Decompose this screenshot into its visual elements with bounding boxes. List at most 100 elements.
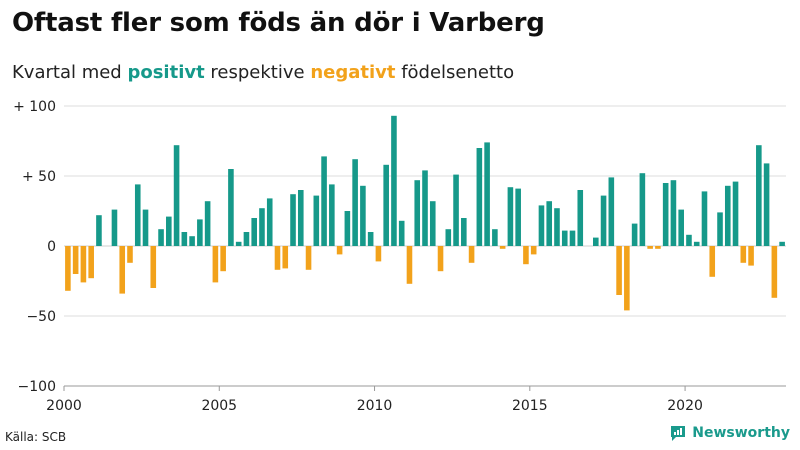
bar xyxy=(499,246,506,249)
y-tick-label: −50 xyxy=(26,309,56,325)
bar xyxy=(212,246,219,283)
bar xyxy=(437,246,444,272)
newsworthy-logo-icon xyxy=(671,426,686,441)
bar xyxy=(181,232,188,246)
bar xyxy=(724,185,731,246)
bar xyxy=(290,194,296,246)
bar xyxy=(414,180,421,246)
y-tick-label: 0 xyxy=(47,239,56,255)
bar xyxy=(468,246,475,263)
bar xyxy=(235,241,242,246)
bar xyxy=(266,198,273,246)
bar xyxy=(678,209,684,246)
bar xyxy=(639,173,646,246)
y-tick-label: + 50 xyxy=(22,169,56,185)
bar xyxy=(538,205,545,246)
bar xyxy=(398,220,405,246)
bar xyxy=(561,230,568,246)
bar xyxy=(530,246,537,255)
bar xyxy=(406,246,413,284)
bar xyxy=(243,232,250,246)
bar xyxy=(662,183,669,246)
bar xyxy=(740,246,747,263)
bar xyxy=(142,209,149,246)
bar xyxy=(453,174,459,246)
bar xyxy=(111,209,118,246)
bar xyxy=(305,246,312,270)
subtitle-negative: negativt xyxy=(310,62,396,83)
bar xyxy=(158,229,164,246)
bar xyxy=(429,201,436,246)
chart-title: Oftast fler som föds än dör i Varberg xyxy=(12,8,545,38)
bar xyxy=(344,211,351,246)
bar xyxy=(732,181,739,246)
bar xyxy=(391,115,397,246)
bar xyxy=(763,163,770,246)
bar xyxy=(204,201,211,246)
bar xyxy=(166,216,172,246)
bar xyxy=(523,246,529,265)
bar xyxy=(352,159,358,246)
bar xyxy=(492,229,498,246)
y-tick-label: −100 xyxy=(18,379,56,395)
bar xyxy=(313,195,320,246)
bar xyxy=(150,246,157,288)
bar xyxy=(173,145,180,246)
bar xyxy=(329,184,335,246)
bar xyxy=(593,237,599,246)
bar xyxy=(189,236,195,246)
subtitle-positive: positivt xyxy=(127,62,205,83)
bar xyxy=(251,218,257,246)
bar xyxy=(445,229,452,246)
bar xyxy=(282,246,289,269)
source-note: Källa: SCB xyxy=(5,430,67,444)
bar xyxy=(297,190,304,246)
bar xyxy=(655,246,661,249)
bar xyxy=(127,246,133,263)
bar xyxy=(546,201,553,246)
bar xyxy=(717,212,723,246)
bar xyxy=(647,246,653,249)
x-tick-label: 2010 xyxy=(357,398,393,414)
bar xyxy=(748,246,754,266)
y-tick-label: + 100 xyxy=(13,99,56,115)
bar xyxy=(422,170,428,246)
x-tick-label: 2005 xyxy=(201,398,237,414)
bar xyxy=(80,246,87,283)
bar xyxy=(96,215,102,246)
bar xyxy=(608,177,615,246)
bar xyxy=(461,218,467,246)
bar xyxy=(670,180,677,246)
bar xyxy=(484,142,490,246)
bar xyxy=(600,195,607,246)
bar xyxy=(771,246,778,298)
bar xyxy=(119,246,126,294)
bar xyxy=(336,246,343,255)
bar xyxy=(577,190,584,246)
subtitle-middle: respektive xyxy=(204,62,311,83)
bar xyxy=(375,246,382,262)
subtitle-suffix: födelsenetto xyxy=(395,62,515,83)
bar xyxy=(701,191,708,246)
bar xyxy=(709,246,716,277)
bar xyxy=(476,148,483,246)
bar xyxy=(88,246,94,279)
bar xyxy=(554,208,560,246)
bar xyxy=(383,164,389,246)
bar xyxy=(321,156,327,246)
bar xyxy=(360,185,366,246)
subtitle-prefix: Kvartal med xyxy=(12,62,128,83)
bar xyxy=(779,241,785,246)
bar xyxy=(72,246,79,274)
bar xyxy=(220,246,226,272)
bar xyxy=(507,187,514,246)
bar xyxy=(693,241,700,246)
x-tick-label: 2000 xyxy=(46,398,82,414)
bar xyxy=(569,230,576,246)
x-tick-label: 2020 xyxy=(667,398,703,414)
bar-chart: + 100 + 50 0 −50 −100 2000 2005 2010 2015 2020 xyxy=(13,99,786,414)
bar xyxy=(515,188,521,246)
bar xyxy=(259,208,265,246)
bar xyxy=(274,246,281,270)
bar xyxy=(228,169,234,246)
